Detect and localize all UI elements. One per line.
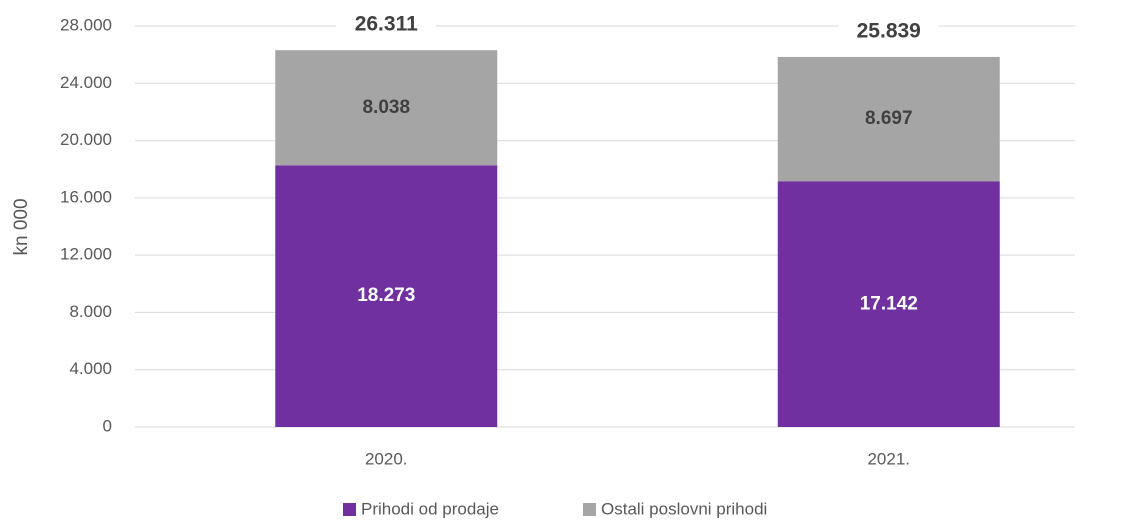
legend-label: Ostali poslovni prihodi [601, 499, 767, 518]
data-label: 8.697 [865, 108, 913, 129]
data-label: 18.273 [357, 285, 415, 306]
data-label: 17.142 [860, 293, 918, 314]
y-tick-label: 20.000 [60, 130, 112, 149]
y-tick-label: 8.000 [69, 302, 112, 321]
y-axis-title: kn 000 [11, 198, 32, 255]
y-tick-label: 12.000 [60, 245, 112, 264]
legend-label: Prihodi od prodaje [361, 499, 499, 518]
y-tick-label: 28.000 [60, 15, 112, 34]
y-tick-label: 24.000 [60, 73, 112, 92]
x-tick-label: 2020. [365, 449, 408, 468]
legend-swatch [583, 503, 596, 516]
total-label-bg [336, 12, 437, 39]
total-label: 26.311 [355, 13, 418, 36]
total-label-bg [838, 18, 939, 45]
bar-segment [777, 181, 1000, 427]
bar-segment [777, 56, 1000, 182]
bar-segment [275, 50, 498, 166]
data-label: 8.038 [362, 97, 410, 118]
y-tick-label: 4.000 [69, 359, 112, 378]
x-tick-label: 2021. [867, 449, 910, 468]
legend-swatch [343, 503, 356, 516]
bar-segment [275, 165, 498, 427]
total-label: 25.839 [857, 19, 921, 42]
y-tick-label: 16.000 [60, 187, 112, 206]
y-tick-label: 0 [103, 416, 112, 435]
